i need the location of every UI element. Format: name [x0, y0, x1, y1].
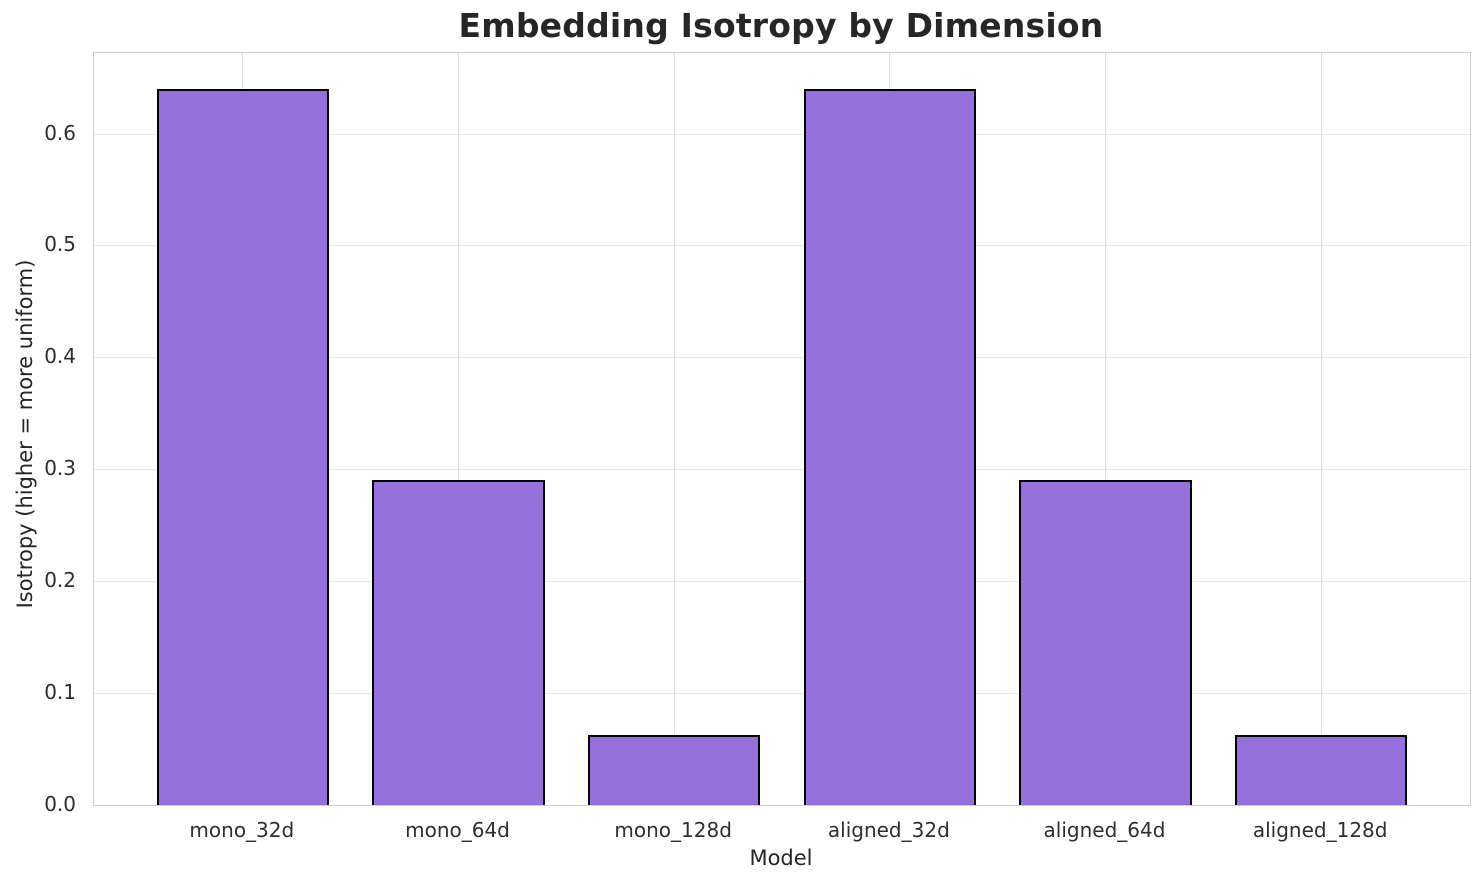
xtick-label-mono_64d: mono_64d [405, 818, 510, 842]
gridline-x-aligned_128d [1320, 53, 1322, 805]
bar-mono_64d [372, 480, 545, 805]
bar-aligned_128d [1234, 734, 1408, 805]
xtick-label-aligned_32d: aligned_32d [827, 818, 950, 842]
gridline-y-0.4 [94, 357, 1470, 359]
gridline-x-mono_64d [457, 53, 459, 805]
ytick-label: 0.5 [44, 232, 76, 257]
ytick-label: 0.3 [44, 456, 76, 481]
gridline-y-0.6 [94, 133, 1470, 135]
ytick-label: 0.6 [44, 120, 76, 145]
bar-aligned_32d [803, 88, 977, 805]
bar-mono_32d [156, 88, 330, 805]
gridline-x-mono_128d [673, 53, 675, 805]
bar-mono_128d [587, 734, 761, 805]
ytick-label: 0.0 [44, 792, 76, 816]
plot-area [93, 52, 1471, 806]
xtick-label-aligned_128d: aligned_128d [1252, 818, 1388, 842]
ytick-label: 0.2 [44, 568, 76, 593]
xtick-label-mono_32d: mono_32d [189, 818, 295, 842]
gridline-y-0.2 [94, 581, 1470, 583]
bar-aligned_64d [1019, 480, 1192, 805]
ytick-label: 0.4 [44, 344, 76, 369]
gridline-y-0.1 [94, 693, 1470, 695]
gridline-y-0.3 [94, 469, 1470, 471]
ytick-label: 0.1 [44, 680, 76, 705]
x-axis-label: Model [749, 846, 813, 870]
gridline-y-0.5 [94, 245, 1470, 247]
y-axis-label: Isotropy (higher = more uniform) [13, 259, 37, 609]
xtick-label-mono_128d: mono_128d [614, 818, 732, 842]
gridline-x-aligned_64d [1105, 53, 1106, 805]
chart-title: Embedding Isotropy by Dimension [458, 6, 1104, 45]
xtick-label-aligned_64d: aligned_64d [1043, 818, 1166, 842]
